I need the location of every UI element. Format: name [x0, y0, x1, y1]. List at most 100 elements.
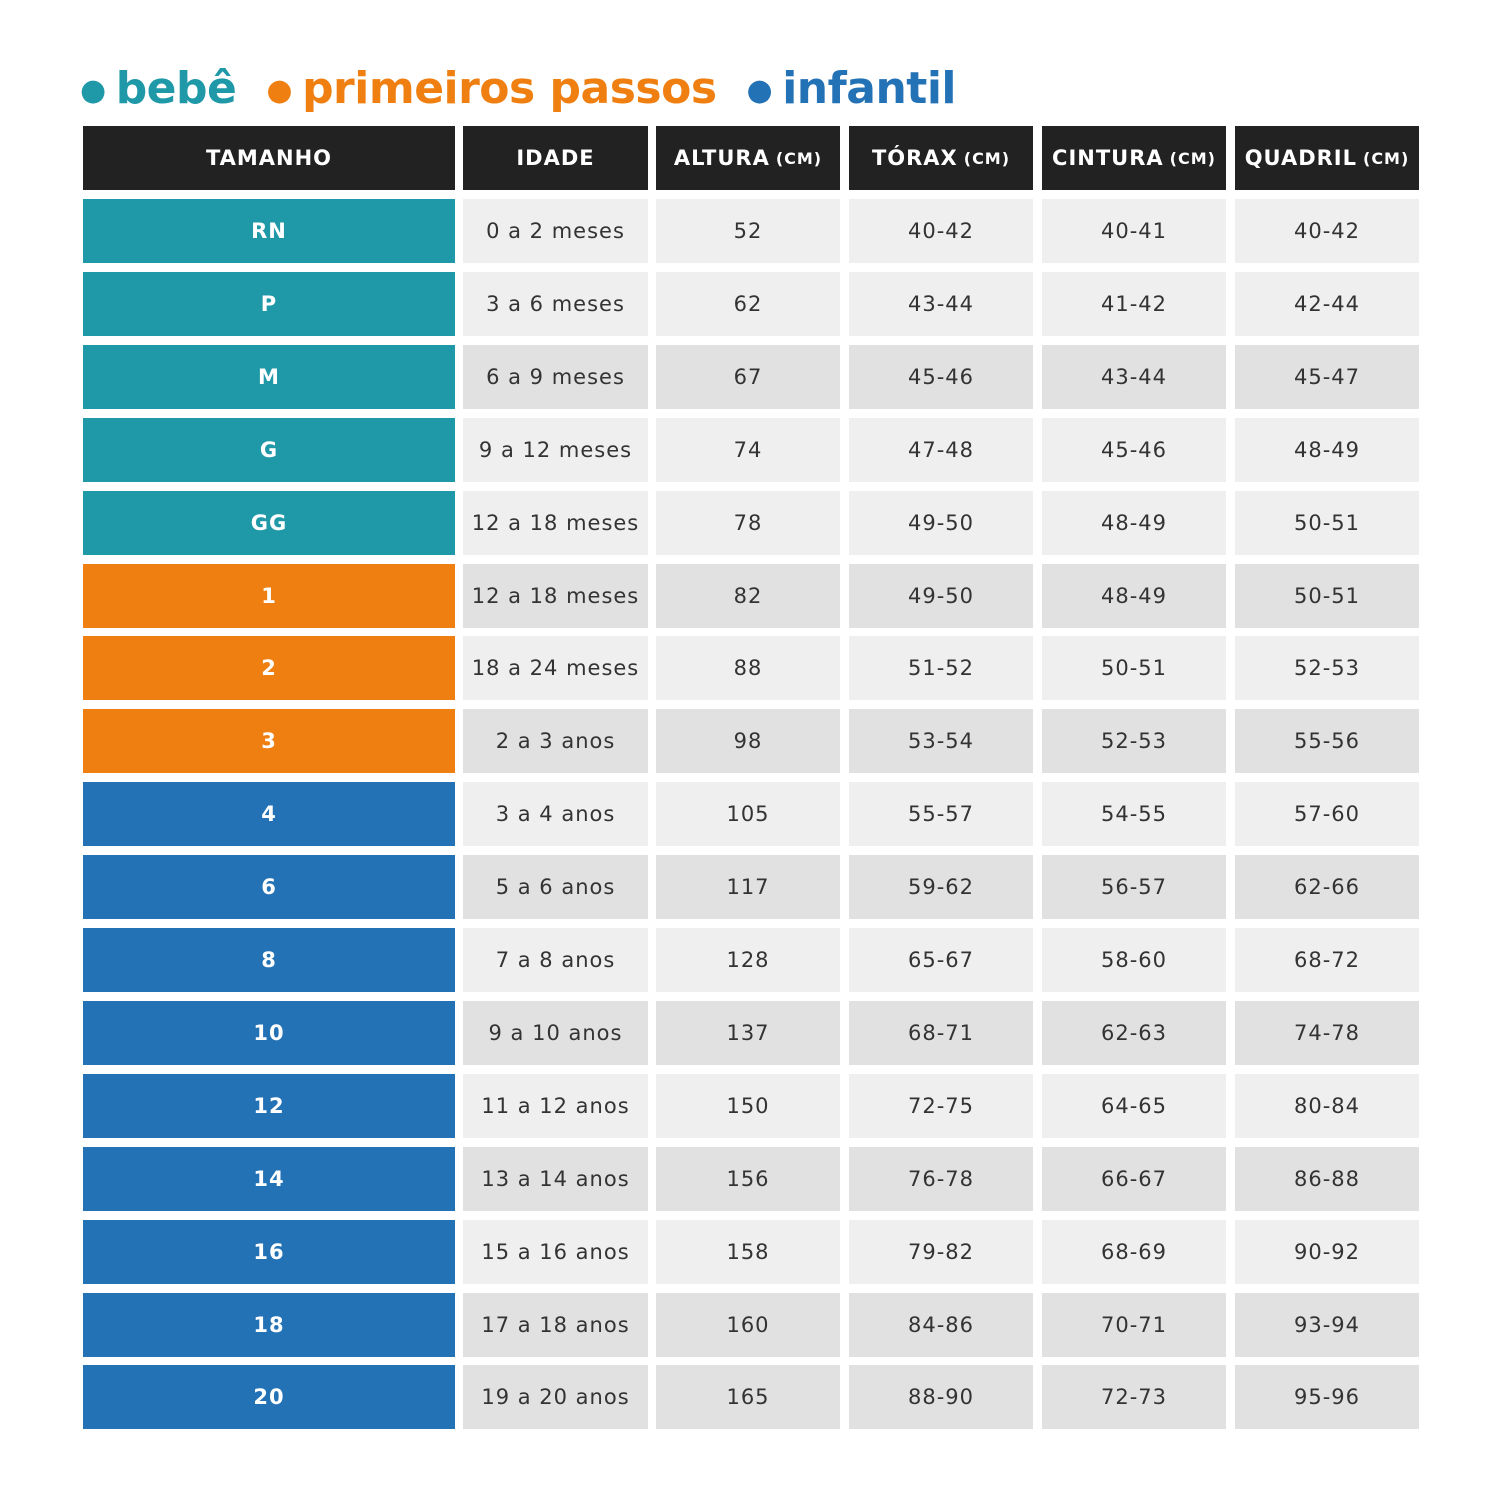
- header-unit: (CM): [1169, 148, 1216, 168]
- table-cell: 45-47: [1235, 344, 1419, 409]
- table-cell: 6 a 9 meses: [463, 344, 648, 409]
- size-cell: GG: [83, 490, 455, 555]
- size-cell: 10: [83, 1000, 455, 1065]
- size-cell: M: [83, 344, 455, 409]
- table-cell: 62-66: [1235, 855, 1419, 920]
- table-cell: 11 a 12 anos: [463, 1073, 648, 1138]
- table-cell: 57-60: [1235, 782, 1419, 847]
- size-cell: P: [83, 271, 455, 336]
- column-header: ALTURA (CM): [656, 126, 840, 190]
- table-cell: 72-75: [849, 1073, 1033, 1138]
- table-cell: 93-94: [1235, 1292, 1419, 1357]
- table-cell: 54-55: [1042, 782, 1226, 847]
- table-cell: 45-46: [1042, 417, 1226, 482]
- table-cell: 80-84: [1235, 1073, 1419, 1138]
- table-cell: 51-52: [849, 636, 1033, 701]
- table-cell: 117: [656, 855, 840, 920]
- table-cell: 18 a 24 meses: [463, 636, 648, 701]
- table-cell: 12 a 18 meses: [463, 563, 648, 628]
- header-label: TÓRAX: [871, 146, 958, 170]
- table-cell: 50-51: [1042, 636, 1226, 701]
- table-cell: 2 a 3 anos: [463, 709, 648, 774]
- size-cell: 16: [83, 1219, 455, 1284]
- header-label: QUADRIL: [1244, 146, 1357, 170]
- table-cell: 17 a 18 anos: [463, 1292, 648, 1357]
- table-cell: 165: [656, 1365, 840, 1430]
- table-cell: 86-88: [1235, 1146, 1419, 1211]
- column-header: IDADE: [463, 126, 648, 190]
- table-cell: 52-53: [1235, 636, 1419, 701]
- table-cell: 68-71: [849, 1000, 1033, 1065]
- size-cell: RN: [83, 199, 455, 263]
- table-cell: 9 a 12 meses: [463, 417, 648, 482]
- table-cell: 160: [656, 1292, 840, 1357]
- legend-dot: ●: [80, 73, 106, 108]
- table-cell: 19 a 20 anos: [463, 1365, 648, 1430]
- legend-item: ● bebê: [80, 63, 237, 114]
- column-header: TAMANHO: [83, 126, 455, 190]
- table-cell: 56-57: [1042, 855, 1226, 920]
- table-cell: 40-41: [1042, 199, 1226, 263]
- legend-item: ● infantil: [746, 63, 957, 114]
- table-cell: 156: [656, 1146, 840, 1211]
- table-cell: 72-73: [1042, 1365, 1226, 1430]
- header-unit: (CM): [775, 148, 823, 168]
- table-cell: 3 a 6 meses: [463, 271, 648, 336]
- table-cell: 74: [656, 417, 840, 482]
- size-cell: G: [83, 417, 455, 482]
- size-cell: 8: [83, 928, 455, 992]
- header-label: ALTURA: [673, 146, 770, 170]
- size-cell: 3: [83, 709, 455, 774]
- table-cell: 70-71: [1042, 1292, 1226, 1357]
- size-cell: 6: [83, 855, 455, 920]
- table-cell: 13 a 14 anos: [463, 1146, 648, 1211]
- table-cell: 88: [656, 636, 840, 701]
- table-cell: 64-65: [1042, 1073, 1226, 1138]
- table-cell: 0 a 2 meses: [463, 199, 648, 263]
- table-cell: 88-90: [849, 1365, 1033, 1430]
- legend-label: primeiros passos: [302, 62, 717, 114]
- table-cell: 15 a 16 anos: [463, 1219, 648, 1284]
- table-cell: 53-54: [849, 709, 1033, 774]
- table-cell: 52: [656, 199, 840, 263]
- table-cell: 9 a 10 anos: [463, 1000, 648, 1065]
- header-label: TAMANHO: [205, 146, 333, 170]
- table-cell: 62-63: [1042, 1000, 1226, 1065]
- table-cell: 12 a 18 meses: [463, 490, 648, 555]
- table-cell: 79-82: [849, 1219, 1033, 1284]
- legend-dot: ●: [266, 73, 293, 108]
- size-cell: 4: [83, 782, 455, 847]
- legend-dot: ●: [746, 73, 773, 108]
- table-cell: 52-53: [1042, 709, 1226, 774]
- header-label: CINTURA: [1052, 146, 1164, 170]
- table-cell: 43-44: [849, 271, 1033, 336]
- table-cell: 65-67: [849, 928, 1033, 992]
- table-cell: 105: [656, 782, 840, 847]
- table-cell: 50-51: [1235, 490, 1419, 555]
- size-cell: 20: [83, 1365, 455, 1430]
- table-cell: 48-49: [1235, 417, 1419, 482]
- table-cell: 98: [656, 709, 840, 774]
- size-cell: 12: [83, 1073, 455, 1138]
- header-unit: (CM): [1363, 148, 1410, 168]
- table-cell: 84-86: [849, 1292, 1033, 1357]
- table-cell: 43-44: [1042, 344, 1226, 409]
- table-cell: 50-51: [1235, 563, 1419, 628]
- table-cell: 48-49: [1042, 563, 1226, 628]
- size-cell: 14: [83, 1146, 455, 1211]
- table-cell: 95-96: [1235, 1365, 1419, 1430]
- table-cell: 137: [656, 1000, 840, 1065]
- size-cell: 18: [83, 1292, 455, 1357]
- table-cell: 59-62: [849, 855, 1033, 920]
- table-cell: 40-42: [849, 199, 1033, 263]
- header-unit: (CM): [963, 148, 1011, 168]
- table-cell: 41-42: [1042, 271, 1226, 336]
- legend: ● bebê ● primeiros passos ● infantil: [80, 58, 986, 118]
- table-cell: 48-49: [1042, 490, 1226, 555]
- table-cell: 47-48: [849, 417, 1033, 482]
- table-cell: 68-72: [1235, 928, 1419, 992]
- table-cell: 55-57: [849, 782, 1033, 847]
- table-cell: 42-44: [1235, 271, 1419, 336]
- table-cell: 150: [656, 1073, 840, 1138]
